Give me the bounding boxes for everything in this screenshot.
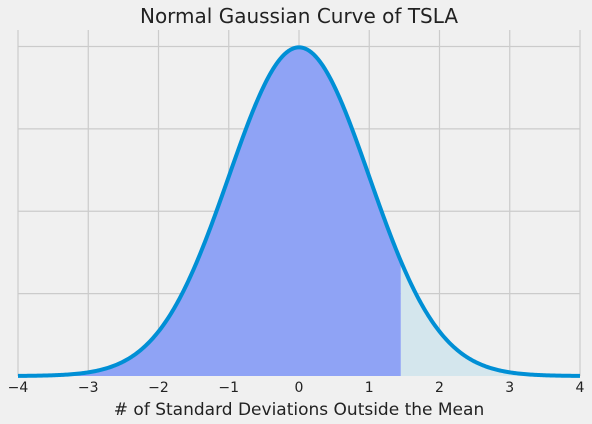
shaded-area-left <box>18 47 401 376</box>
x-axis-ticks: −4 −3 −2 −1 0 1 2 3 4 <box>8 380 585 396</box>
shaded-area-right <box>400 261 580 376</box>
curve-layer <box>17 45 581 378</box>
gaussian-curve-line <box>17 45 581 378</box>
x-tick-label-2: −2 <box>148 380 169 396</box>
x-tick-label-3: −1 <box>218 380 239 396</box>
x-tick-label-0: −4 <box>8 380 29 396</box>
x-tick-label-1: −3 <box>78 380 99 396</box>
x-axis-label: # of Standard Deviations Outside the Mea… <box>114 400 484 420</box>
chart-title: Normal Gaussian Curve of TSLA <box>140 4 458 28</box>
area-fills <box>18 47 580 376</box>
x-tick-label-8: 4 <box>576 380 585 396</box>
x-tick-label-4: 0 <box>295 380 304 396</box>
x-tick-label-7: 3 <box>505 380 514 396</box>
x-tick-label-5: 1 <box>365 380 374 396</box>
x-tick-label-6: 2 <box>435 380 444 396</box>
